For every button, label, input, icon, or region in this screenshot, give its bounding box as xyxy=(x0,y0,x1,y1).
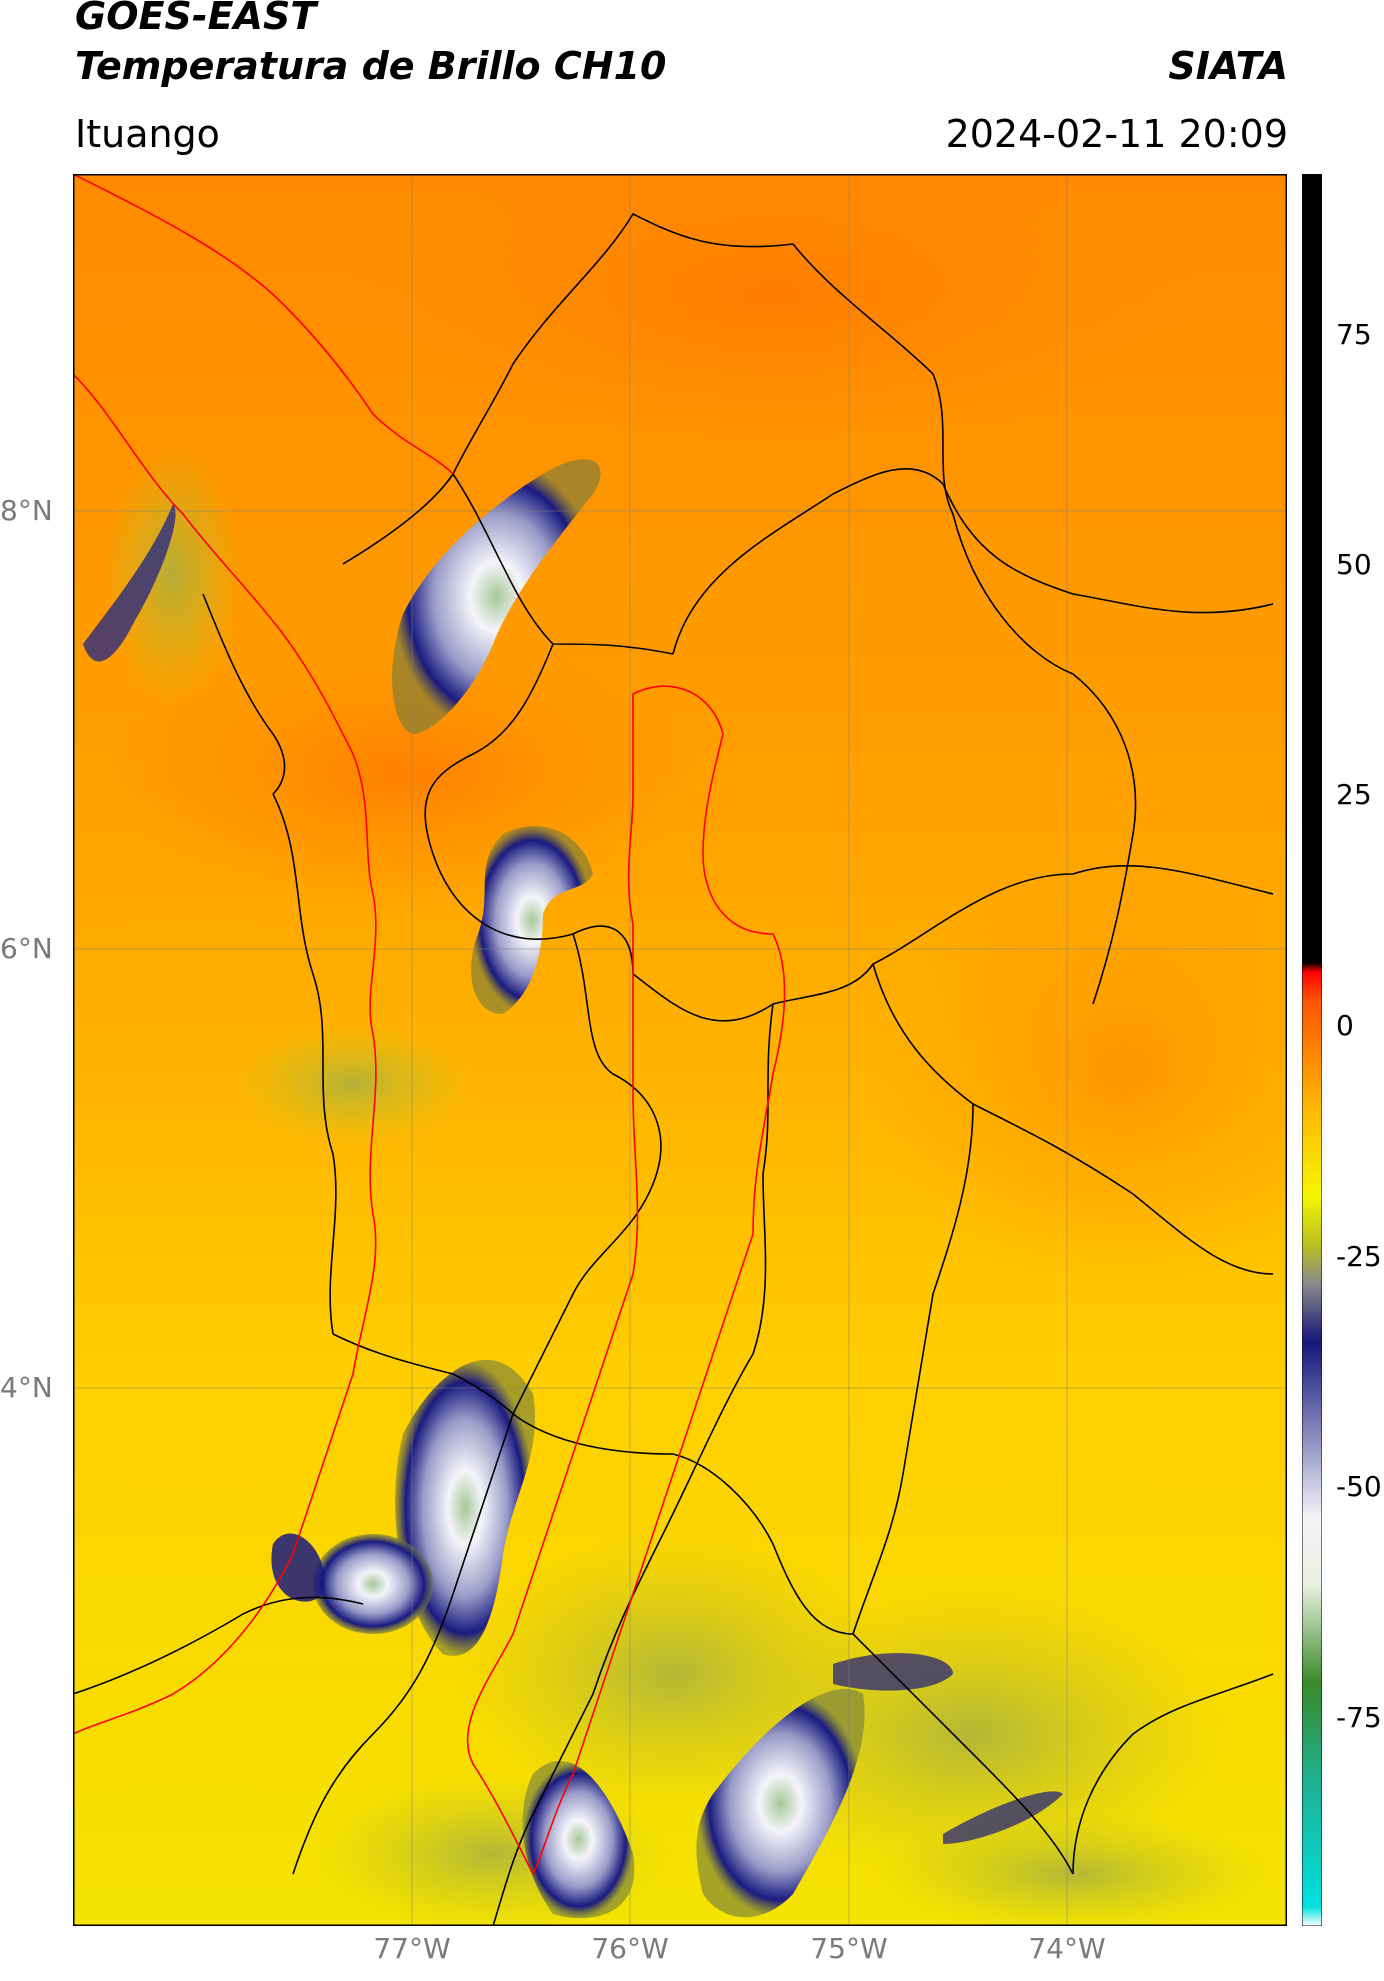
cloud-cell-west-coast xyxy=(83,504,176,662)
colorbar-tick-50: 50 xyxy=(1336,548,1372,581)
agency-label: SIATA xyxy=(1168,44,1288,88)
highlight-borders xyxy=(73,174,786,1876)
colorbar-fill xyxy=(1302,174,1322,1926)
lat-label-4n: 4°N xyxy=(0,1371,53,1404)
coastline xyxy=(73,373,377,1735)
lon-label-74w: 74°W xyxy=(1028,1932,1106,1965)
lon-label-77w: 77°W xyxy=(373,1932,451,1965)
cloud-cell-south-4 xyxy=(522,1761,635,1919)
lat-label-8n: 8°N xyxy=(0,494,53,527)
location-label: Ituango xyxy=(75,112,220,156)
lat-label-6n: 6°N xyxy=(0,932,53,965)
cloud-streak-east xyxy=(833,1653,953,1691)
lon-label-76w: 76°W xyxy=(591,1932,669,1965)
colorbar-tick-minus50: -50 xyxy=(1336,1470,1382,1503)
colorbar-tick-0: 0 xyxy=(1336,1009,1354,1042)
datetime-label: 2024-02-11 20:09 xyxy=(945,112,1288,156)
colorbar-tick-25: 25 xyxy=(1336,778,1372,811)
cloud-streak-southeast xyxy=(943,1791,1063,1844)
map-frame xyxy=(73,174,1287,1926)
cloud-cell-south-3 xyxy=(271,1533,325,1602)
product-title: Temperatura de Brillo CH10 xyxy=(75,44,667,88)
colorbar-tick-minus75: -75 xyxy=(1336,1701,1382,1734)
lon-label-75w: 75°W xyxy=(810,1932,888,1965)
cloud-cell-south-5 xyxy=(696,1688,865,1918)
cloud-cell-south-2 xyxy=(313,1534,433,1634)
colorbar xyxy=(1302,174,1322,1926)
colorbar-tick-minus25: -25 xyxy=(1336,1240,1382,1273)
cloud-cell-north xyxy=(392,459,601,734)
colorbar-tick-75: 75 xyxy=(1336,318,1372,351)
satellite-title: GOES-EAST xyxy=(75,0,317,38)
department-borders xyxy=(73,212,1274,1926)
cloud-cell-central xyxy=(471,826,593,1014)
brightness-temperature-map xyxy=(73,174,1287,1926)
region-outline xyxy=(466,685,786,1876)
cloud-cells xyxy=(83,459,1063,1919)
